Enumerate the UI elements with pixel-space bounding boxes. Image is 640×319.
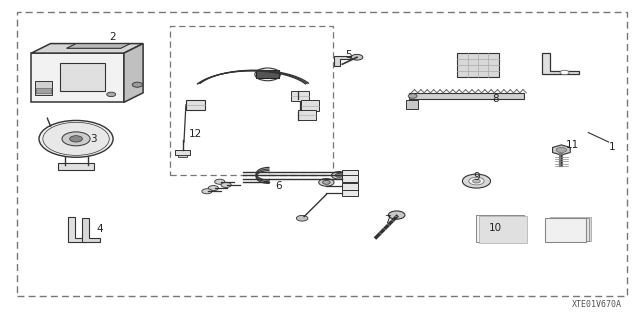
Circle shape (39, 121, 113, 157)
Bar (342, 190, 358, 196)
Bar (550, 217, 591, 241)
Text: 1: 1 (609, 142, 616, 152)
Text: 5: 5 (346, 50, 352, 60)
Circle shape (107, 92, 116, 97)
Bar (547, 218, 589, 241)
Bar (35, 81, 52, 95)
Circle shape (468, 177, 484, 185)
Bar (175, 150, 190, 155)
Circle shape (388, 211, 405, 219)
Circle shape (214, 179, 225, 184)
Bar (479, 216, 527, 243)
Polygon shape (68, 217, 86, 242)
Bar (342, 170, 358, 176)
Bar (342, 175, 358, 182)
Text: 6: 6 (275, 182, 282, 191)
Circle shape (332, 172, 347, 179)
Circle shape (208, 186, 218, 191)
Text: 12: 12 (189, 129, 202, 139)
Circle shape (472, 179, 480, 183)
Circle shape (70, 136, 83, 142)
Text: 3: 3 (90, 134, 97, 144)
Circle shape (350, 56, 356, 59)
Circle shape (351, 54, 363, 60)
Circle shape (556, 147, 566, 152)
Polygon shape (334, 56, 358, 66)
Text: 8: 8 (492, 94, 499, 104)
Circle shape (62, 132, 90, 146)
Bar (342, 183, 358, 190)
Text: 2: 2 (109, 32, 116, 42)
Bar (406, 100, 418, 109)
Polygon shape (31, 44, 143, 53)
Polygon shape (552, 145, 570, 155)
Text: 9: 9 (473, 172, 480, 182)
Circle shape (408, 94, 417, 98)
Bar (58, 163, 94, 170)
Bar (36, 88, 51, 93)
Text: 4: 4 (97, 224, 103, 234)
Text: XTE01V670A: XTE01V670A (572, 300, 621, 309)
Bar (545, 218, 586, 242)
Polygon shape (67, 44, 131, 48)
Bar (60, 63, 105, 91)
Circle shape (221, 182, 231, 188)
Polygon shape (542, 53, 579, 74)
Bar (458, 53, 499, 77)
Circle shape (323, 181, 330, 184)
Circle shape (43, 122, 109, 155)
Text: 10: 10 (489, 223, 502, 233)
Circle shape (335, 174, 343, 177)
Polygon shape (31, 53, 124, 102)
Circle shape (132, 82, 143, 87)
Bar (291, 91, 309, 101)
Circle shape (319, 179, 334, 186)
Circle shape (463, 174, 490, 188)
Circle shape (296, 215, 308, 221)
Polygon shape (124, 44, 143, 102)
Bar (301, 100, 319, 111)
Text: 7: 7 (384, 215, 390, 225)
Bar (178, 155, 187, 157)
Polygon shape (410, 93, 524, 99)
Circle shape (202, 189, 212, 194)
Bar (186, 100, 205, 110)
Polygon shape (82, 218, 100, 242)
Text: 11: 11 (566, 140, 579, 150)
Bar (256, 70, 279, 78)
Bar (298, 110, 316, 120)
Circle shape (560, 70, 569, 75)
Bar (476, 215, 524, 242)
